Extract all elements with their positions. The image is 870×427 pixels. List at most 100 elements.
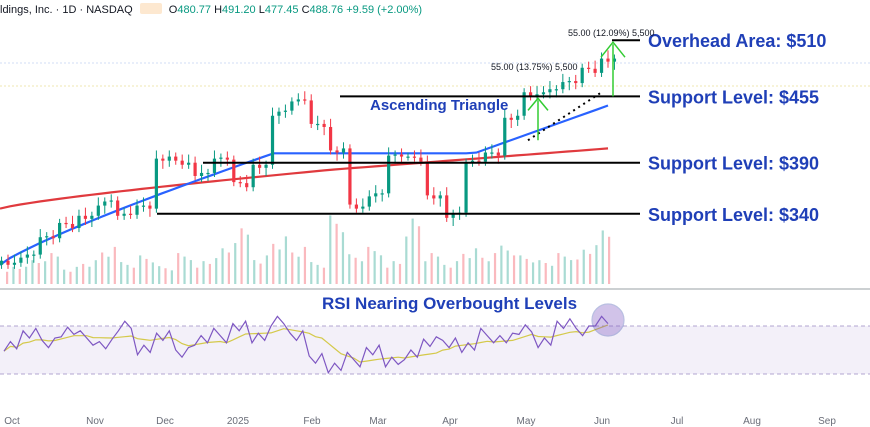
volume-bar bbox=[227, 252, 230, 284]
volume-bar bbox=[240, 228, 243, 284]
volume-bar bbox=[550, 265, 554, 284]
volume-bar bbox=[506, 250, 509, 284]
candle-body bbox=[348, 148, 352, 205]
candle-body bbox=[212, 158, 217, 173]
volume-bar bbox=[101, 252, 104, 284]
volume-bar bbox=[234, 243, 237, 284]
change-value: +9.59 (+2.00%) bbox=[346, 4, 423, 16]
measure-label-1: 55.00 (13.75%) 5,500 bbox=[491, 62, 578, 72]
volume-bar bbox=[44, 261, 47, 284]
volume-bar bbox=[278, 249, 281, 284]
candle-body bbox=[528, 92, 533, 97]
candle-body bbox=[45, 236, 49, 238]
candle-body bbox=[303, 99, 307, 101]
candle-body bbox=[161, 158, 165, 161]
x-tick-label: Feb bbox=[303, 416, 321, 427]
volume-bar bbox=[373, 251, 376, 284]
x-tick-label: 2025 bbox=[227, 416, 250, 427]
volume-bar bbox=[608, 236, 611, 284]
candle-body bbox=[277, 111, 281, 116]
candle-body bbox=[232, 159, 236, 183]
x-tick-label: Mar bbox=[369, 416, 387, 427]
volume-bar bbox=[430, 253, 433, 284]
volume-bar bbox=[576, 259, 579, 284]
candle-body bbox=[380, 193, 384, 195]
volume-bar bbox=[569, 260, 573, 284]
ascending-triangle-label: Ascending Triangle bbox=[370, 97, 508, 114]
volume-bar bbox=[75, 266, 78, 284]
volume-bar bbox=[50, 253, 53, 284]
volume-bar bbox=[595, 245, 598, 284]
volume-bar bbox=[120, 262, 123, 284]
x-tick-label: Jul bbox=[671, 416, 684, 427]
volume-bar bbox=[417, 226, 421, 284]
candle-body bbox=[238, 182, 242, 184]
volume-bar bbox=[424, 261, 427, 284]
x-tick-label: Nov bbox=[86, 416, 104, 427]
x-tick-label: May bbox=[517, 416, 536, 427]
rsi-line bbox=[3, 315, 609, 375]
volume-bar bbox=[25, 266, 28, 284]
volume-bar bbox=[601, 230, 604, 284]
candle-body bbox=[316, 123, 320, 126]
volume-bar bbox=[6, 271, 9, 284]
candle-body bbox=[135, 205, 139, 215]
triangle-support bbox=[527, 92, 601, 142]
volume-bar bbox=[221, 248, 224, 284]
volume-bar bbox=[82, 263, 85, 284]
volume-bar bbox=[158, 266, 161, 284]
volume-bar bbox=[487, 261, 490, 284]
candle-body bbox=[38, 237, 42, 255]
candle-body bbox=[438, 195, 442, 199]
candle-body bbox=[612, 58, 617, 62]
candle-body bbox=[116, 200, 120, 216]
volume-bar bbox=[525, 258, 528, 284]
candle-body bbox=[425, 161, 429, 196]
volume-bar bbox=[455, 261, 459, 284]
volume-bar bbox=[449, 267, 452, 284]
candle-body bbox=[109, 200, 113, 202]
volume-bar bbox=[202, 261, 205, 284]
volume-bar bbox=[563, 256, 566, 284]
volume-bar bbox=[94, 260, 97, 284]
level-label: Support Level: $390 bbox=[648, 154, 819, 174]
candle-body bbox=[180, 160, 184, 165]
volume-bar bbox=[139, 255, 142, 284]
level-label: Overhead Area: $510 bbox=[648, 31, 826, 51]
flag-icon bbox=[139, 3, 162, 14]
candle-body bbox=[199, 172, 204, 176]
volume-bar bbox=[360, 261, 364, 284]
candle-body bbox=[270, 115, 275, 165]
volume-bar bbox=[69, 271, 72, 284]
rsi-band bbox=[0, 326, 870, 374]
x-tick-label: Oct bbox=[4, 416, 20, 427]
candle-body bbox=[328, 126, 333, 151]
candle-body bbox=[83, 215, 88, 219]
candle-body bbox=[361, 206, 365, 209]
volume-bar bbox=[519, 255, 522, 284]
volume-bar bbox=[474, 248, 478, 284]
candle-body bbox=[561, 82, 565, 90]
volume-bar bbox=[538, 260, 541, 284]
volume-bar bbox=[310, 262, 313, 284]
volume-bar bbox=[284, 236, 288, 284]
measure-arrow-1-head bbox=[527, 97, 549, 111]
candle-body bbox=[290, 101, 294, 111]
volume-bar bbox=[177, 253, 180, 284]
candle-body bbox=[154, 158, 158, 209]
x-tick-label: Jun bbox=[594, 416, 610, 427]
volume-bar bbox=[253, 260, 256, 284]
volume-bar bbox=[493, 253, 497, 284]
candle-body bbox=[58, 222, 62, 239]
volume-bar bbox=[297, 256, 300, 284]
rsi-highlight-circle bbox=[591, 303, 625, 337]
volume-bar bbox=[512, 255, 516, 284]
volume-bar bbox=[557, 253, 560, 284]
candle-body bbox=[412, 156, 417, 158]
volume-bar bbox=[443, 264, 446, 284]
candle-body bbox=[19, 257, 23, 263]
volume-bar bbox=[56, 256, 59, 284]
candle-body bbox=[587, 67, 591, 69]
candle-body bbox=[264, 164, 268, 168]
ma-50-line bbox=[0, 104, 609, 266]
